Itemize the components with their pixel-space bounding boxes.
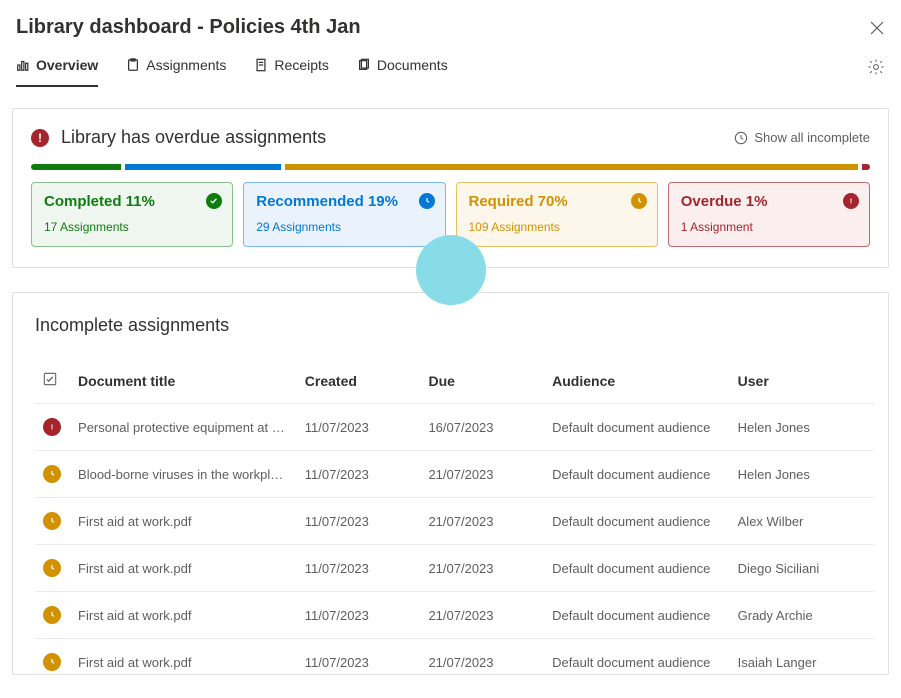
cell-document-title: Personal protective equipment at w… (70, 404, 297, 451)
table-row[interactable]: Blood-borne viruses in the workplac…11/0… (35, 451, 874, 498)
row-status-required-icon (43, 512, 61, 530)
cell-document-title: First aid at work.pdf (70, 639, 297, 675)
cell-created: 11/07/2023 (297, 639, 421, 675)
assignments-table-scroll[interactable]: Document title Created Due Audience User… (35, 362, 880, 674)
col-select[interactable] (35, 362, 70, 404)
receipt-icon (254, 58, 268, 72)
progress-seg-completed (31, 164, 121, 170)
row-status-overdue-icon: ! (43, 418, 61, 436)
page-title: Library dashboard - Policies 4th Jan (16, 16, 361, 39)
cell-due: 21/07/2023 (420, 639, 544, 675)
cell-user: Alex Wilber (730, 498, 874, 545)
cell-user: Grady Archie (730, 592, 874, 639)
col-created[interactable]: Created (297, 362, 421, 404)
cell-document-title: First aid at work.pdf (70, 592, 297, 639)
cell-audience: Default document audience (544, 498, 730, 545)
svg-text:!: ! (51, 423, 54, 432)
table-row[interactable]: First aid at work.pdf11/07/202321/07/202… (35, 592, 874, 639)
cell-created: 11/07/2023 (297, 545, 421, 592)
cell-created: 11/07/2023 (297, 592, 421, 639)
accent-circle (416, 235, 486, 305)
status-summary-card: ! Library has overdue assignments Show a… (12, 108, 889, 268)
table-row[interactable]: ! Personal protective equipment at w…11/0… (35, 404, 874, 451)
cell-due: 21/07/2023 (420, 498, 544, 545)
status-card-required[interactable]: Required 70% 109 Assignments (456, 182, 658, 247)
status-badge-clock-icon (419, 193, 435, 209)
tab-documents[interactable]: Documents (357, 47, 448, 87)
status-card-sub: 1 Assignment (681, 220, 857, 234)
tabs: Overview Assignments Receipts Documents (16, 47, 448, 87)
status-card-sub: 29 Assignments (256, 220, 432, 234)
status-card-title: Required 70% (469, 193, 645, 210)
table-row[interactable]: First aid at work.pdf11/07/202321/07/202… (35, 545, 874, 592)
table-row[interactable]: First aid at work.pdf11/07/202321/07/202… (35, 639, 874, 675)
cell-audience: Default document audience (544, 592, 730, 639)
progress-seg-overdue (862, 164, 870, 170)
status-card-completed[interactable]: Completed 11% 17 Assignments (31, 182, 233, 247)
status-card-recommended[interactable]: Recommended 19% 29 Assignments (243, 182, 445, 247)
status-card-title: Overdue 1% (681, 193, 857, 210)
col-due[interactable]: Due (420, 362, 544, 404)
tab-label: Documents (377, 57, 448, 73)
cell-due: 21/07/2023 (420, 545, 544, 592)
cell-created: 11/07/2023 (297, 404, 421, 451)
row-status-required-icon (43, 653, 61, 671)
status-card-title: Completed 11% (44, 193, 220, 210)
cell-created: 11/07/2023 (297, 498, 421, 545)
tab-label: Assignments (146, 57, 226, 73)
status-card-sub: 109 Assignments (469, 220, 645, 234)
status-badge-alert-icon: ! (843, 193, 859, 209)
cell-user: Helen Jones (730, 451, 874, 498)
tab-receipts[interactable]: Receipts (254, 47, 328, 87)
status-card-overdue[interactable]: Overdue 1% 1 Assignment! (668, 182, 870, 247)
cell-audience: Default document audience (544, 404, 730, 451)
show-all-label: Show all incomplete (754, 130, 870, 145)
close-icon[interactable] (869, 20, 885, 36)
cell-audience: Default document audience (544, 545, 730, 592)
tab-overview[interactable]: Overview (16, 47, 98, 87)
cell-document-title: First aid at work.pdf (70, 498, 297, 545)
cell-due: 21/07/2023 (420, 451, 544, 498)
svg-text:!: ! (850, 197, 853, 206)
documents-icon (357, 58, 371, 72)
cell-user: Diego Siciliani (730, 545, 874, 592)
tab-label: Overview (36, 57, 98, 73)
cell-created: 11/07/2023 (297, 451, 421, 498)
cell-due: 21/07/2023 (420, 592, 544, 639)
checkbox-icon (43, 372, 57, 386)
cell-audience: Default document audience (544, 451, 730, 498)
col-document-title[interactable]: Document title (70, 362, 297, 404)
status-card-sub: 17 Assignments (44, 220, 220, 234)
row-status-required-icon (43, 559, 61, 577)
status-badge-clock-icon (631, 193, 647, 209)
clipboard-icon (126, 58, 140, 72)
status-card-title: Recommended 19% (256, 193, 432, 210)
incomplete-assignments-card: Incomplete assignments Document title Cr… (12, 292, 889, 675)
alert-icon: ! (31, 129, 49, 147)
progress-seg-recommended (125, 164, 281, 170)
assignments-table: Document title Created Due Audience User… (35, 362, 874, 674)
cell-due: 16/07/2023 (420, 404, 544, 451)
show-all-incomplete-link[interactable]: Show all incomplete (734, 130, 870, 145)
clock-icon (734, 131, 748, 145)
alert-text: Library has overdue assignments (61, 127, 326, 148)
cell-user: Isaiah Langer (730, 639, 874, 675)
cell-document-title: First aid at work.pdf (70, 545, 297, 592)
tab-assignments[interactable]: Assignments (126, 47, 226, 87)
table-row[interactable]: First aid at work.pdf11/07/202321/07/202… (35, 498, 874, 545)
cell-audience: Default document audience (544, 639, 730, 675)
row-status-required-icon (43, 606, 61, 624)
progress-seg-required (285, 164, 858, 170)
cell-document-title: Blood-borne viruses in the workplac… (70, 451, 297, 498)
col-user[interactable]: User (730, 362, 874, 404)
col-audience[interactable]: Audience (544, 362, 730, 404)
section-heading: Incomplete assignments (35, 315, 880, 336)
row-status-required-icon (43, 465, 61, 483)
tab-label: Receipts (274, 57, 328, 73)
gear-icon[interactable] (867, 58, 885, 76)
bar-chart-icon (16, 58, 30, 72)
cell-user: Helen Jones (730, 404, 874, 451)
progress-bar (31, 164, 870, 170)
